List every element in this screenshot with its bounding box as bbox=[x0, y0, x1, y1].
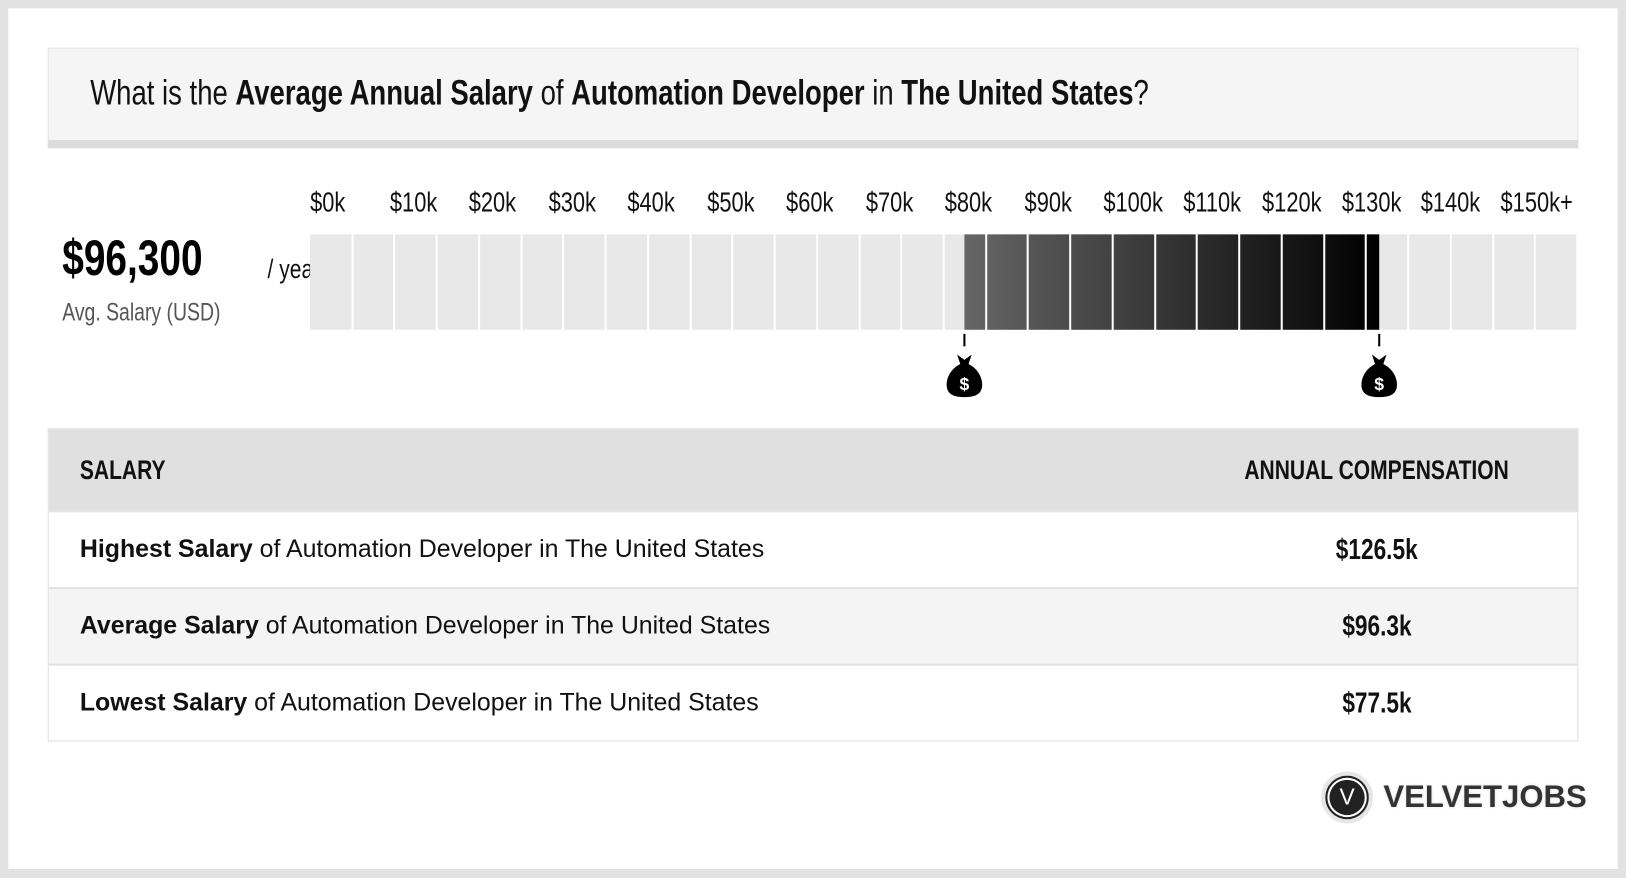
bar-segment bbox=[1113, 234, 1154, 330]
tick-label: $50k bbox=[706, 186, 755, 218]
average-salary: $96,300 / year bbox=[62, 230, 320, 287]
tick-label: $10k bbox=[389, 186, 437, 218]
bar-segment bbox=[480, 234, 521, 330]
money-bag-icon: $ bbox=[1360, 354, 1397, 398]
tick-label: $70k bbox=[865, 186, 913, 218]
high-salary-marker: $ bbox=[1358, 333, 1399, 403]
velvetjobs-logo[interactable]: V VELVETJOBS bbox=[1321, 771, 1587, 824]
header-salary: SALARY bbox=[79, 453, 166, 485]
row-label-bold: Highest Salary bbox=[79, 535, 253, 564]
average-salary-value: $96,300 bbox=[62, 231, 203, 287]
bar-segment bbox=[691, 234, 732, 330]
tick-label: $0k bbox=[310, 186, 346, 218]
tick-label: $30k bbox=[548, 186, 596, 218]
tick-label: $120k bbox=[1262, 186, 1322, 218]
bar-segment bbox=[860, 234, 901, 330]
bar-fill bbox=[1198, 234, 1239, 330]
bar-segment bbox=[353, 234, 394, 330]
bar-segment bbox=[649, 234, 690, 330]
bar-segment bbox=[395, 234, 436, 330]
tick-label: $90k bbox=[1024, 186, 1072, 218]
row-label-bold: Average Salary bbox=[79, 611, 259, 640]
bar-segment bbox=[944, 234, 985, 330]
bar-fill bbox=[1282, 234, 1323, 330]
salary-table: SALARY ANNUAL COMPENSATION Highest Salar… bbox=[47, 428, 1579, 742]
tick-label: $100k bbox=[1103, 186, 1163, 218]
bar-segment bbox=[1324, 234, 1366, 330]
bar-segment bbox=[522, 234, 563, 330]
bar-segment bbox=[564, 234, 605, 330]
bar-segment bbox=[775, 234, 816, 330]
bar-segment bbox=[1029, 234, 1070, 330]
bar-segment bbox=[1451, 234, 1492, 330]
row-label: of Automation Developer in The United St… bbox=[252, 535, 765, 564]
svg-text:$: $ bbox=[1374, 374, 1384, 394]
tick-label: $140k bbox=[1420, 186, 1481, 218]
bar-segment bbox=[1282, 234, 1323, 330]
bar-segment bbox=[733, 234, 774, 330]
bar-segment bbox=[606, 234, 647, 330]
bar-segment bbox=[1493, 234, 1534, 330]
bar-fill bbox=[1324, 234, 1366, 330]
avg-salary-label: Avg. Salary (USD) bbox=[62, 298, 221, 327]
row-label: of Automation Developer in The United St… bbox=[247, 688, 759, 717]
bar-fill bbox=[964, 234, 985, 330]
bar-fill bbox=[1071, 234, 1112, 330]
tick-label: $110k bbox=[1182, 186, 1241, 218]
bar-fill bbox=[986, 234, 1028, 330]
bar-fill bbox=[1113, 234, 1154, 330]
tick-label: $150k+ bbox=[1500, 186, 1573, 218]
svg-text:$: $ bbox=[960, 374, 970, 394]
tick-label: $20k bbox=[468, 186, 517, 218]
table-row: Average Salary of Automation Developer i… bbox=[48, 586, 1578, 665]
row-value: $96.3k bbox=[1342, 609, 1412, 642]
bar-segment bbox=[1536, 234, 1577, 330]
logo-mark-icon: V bbox=[1321, 771, 1373, 824]
bar-segment bbox=[817, 234, 859, 330]
bar-fill bbox=[1155, 234, 1197, 330]
title-box: What is the Average Annual Salary of Aut… bbox=[47, 47, 1579, 149]
bar-segment bbox=[1367, 234, 1408, 330]
header-compensation: ANNUAL COMPENSATION bbox=[1244, 453, 1509, 485]
bar-segment bbox=[1071, 234, 1112, 330]
table-header: SALARY ANNUAL COMPENSATION bbox=[48, 428, 1578, 512]
bar-segment bbox=[1198, 234, 1239, 330]
row-label: of Automation Developer in The United St… bbox=[258, 611, 771, 640]
bar-segment bbox=[310, 234, 352, 330]
salary-range-bar bbox=[310, 234, 1577, 330]
bar-segment bbox=[1240, 234, 1281, 330]
tick-label: $130k bbox=[1341, 186, 1401, 218]
bar-segment bbox=[986, 234, 1028, 330]
bar-segment bbox=[1155, 234, 1197, 330]
infographic-card: What is the Average Annual Salary of Aut… bbox=[8, 8, 1618, 870]
row-value: $126.5k bbox=[1335, 533, 1418, 566]
row-value: $77.5k bbox=[1342, 686, 1412, 719]
bar-fill bbox=[1029, 234, 1070, 330]
bar-fill bbox=[1240, 234, 1281, 330]
tick-label: $80k bbox=[944, 186, 993, 218]
row-label-bold: Lowest Salary bbox=[79, 688, 248, 717]
table-row: Highest Salary of Automation Developer i… bbox=[48, 510, 1578, 588]
axis-ticks: $0k $10k $20k $30k $40k $50k $60k $70k $80k $90k $… bbox=[310, 187, 1577, 222]
bar-segment bbox=[902, 234, 943, 330]
money-bag-icon: $ bbox=[946, 354, 983, 398]
low-salary-marker: $ bbox=[944, 333, 985, 403]
table-row: Lowest Salary of Automation Developer in… bbox=[48, 663, 1578, 741]
bar-fill bbox=[1367, 234, 1379, 330]
bar-segment bbox=[437, 234, 478, 330]
logo-text: VELVETJOBS bbox=[1383, 779, 1587, 815]
page-title: What is the Average Annual Salary of Aut… bbox=[90, 73, 1149, 114]
tick-label: $40k bbox=[627, 186, 675, 218]
bar-segment bbox=[1409, 234, 1450, 330]
tick-label: $60k bbox=[786, 186, 834, 218]
